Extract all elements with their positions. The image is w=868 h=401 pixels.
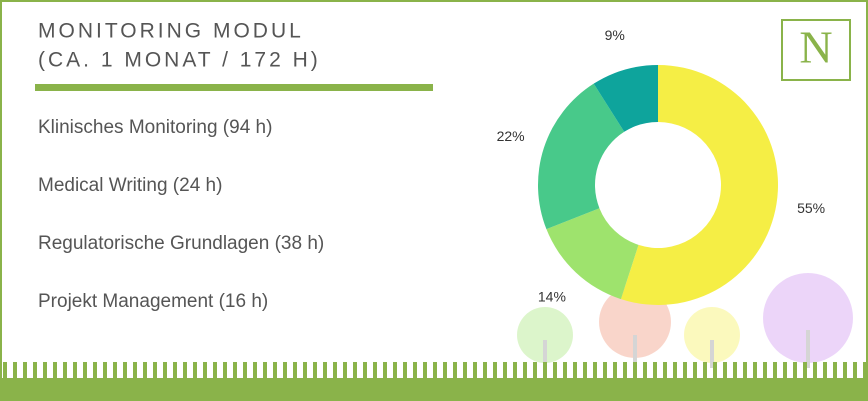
infographic: MONITORING MODUL (CA. 1 MONAT / 172 H) N… bbox=[0, 0, 868, 401]
subtitle: (CA. 1 MONAT / 172 H) bbox=[38, 49, 321, 72]
title: MONITORING MODUL bbox=[38, 20, 304, 43]
slice-label: 55% bbox=[797, 200, 825, 216]
slice-label: 9% bbox=[605, 27, 625, 43]
list-item: Medical Writing (24 h) bbox=[38, 175, 222, 196]
list-item: Klinisches Monitoring (94 h) bbox=[38, 117, 272, 138]
slice-label: 22% bbox=[497, 128, 525, 144]
list-item: Regulatorische Grundlagen (38 h) bbox=[38, 233, 324, 254]
list-item: Projekt Management (16 h) bbox=[38, 291, 268, 312]
ground bbox=[2, 378, 866, 400]
slice-label: 14% bbox=[538, 289, 566, 305]
logo: N bbox=[799, 22, 832, 73]
title-rule bbox=[35, 84, 433, 91]
